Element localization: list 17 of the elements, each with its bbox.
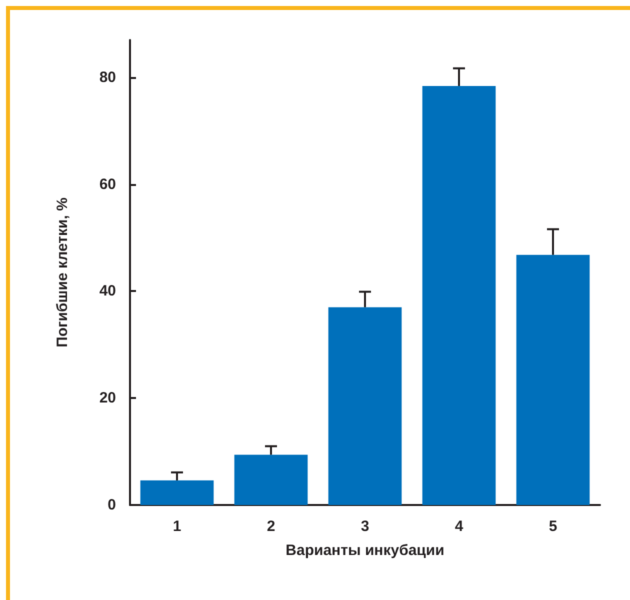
y-tick-label: 60 [99, 176, 116, 193]
y-tick-label: 20 [99, 390, 116, 407]
bar [422, 86, 496, 505]
bar [516, 254, 590, 505]
y-tick-label: 0 [108, 496, 116, 514]
bar [328, 307, 402, 505]
bar [234, 454, 308, 505]
x-tick-label: 5 [548, 518, 558, 535]
x-tick-label: 2 [266, 518, 276, 535]
x-tick-label: 3 [360, 518, 370, 535]
x-axis-title: Варианты инкубации [286, 542, 444, 559]
bar [140, 480, 214, 505]
x-tick-label: 1 [172, 518, 182, 535]
y-tick-label: 80 [99, 68, 116, 86]
y-axis-title: Погибшие клетки, % [54, 198, 71, 348]
x-tick-label: 4 [454, 518, 464, 535]
y-tick-label: 40 [99, 282, 116, 300]
